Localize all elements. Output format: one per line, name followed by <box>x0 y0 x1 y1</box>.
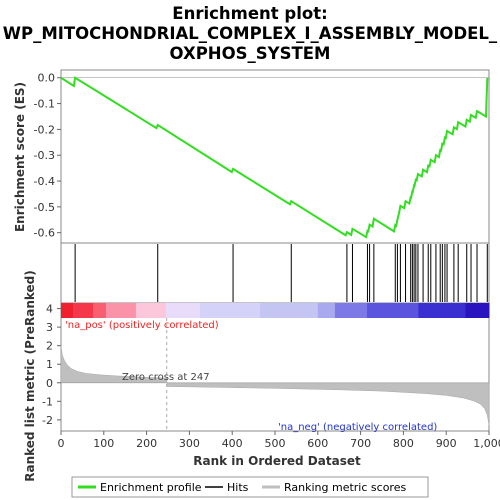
es-tick-label: -0.3 <box>34 149 55 162</box>
metric-axis-label: Ranked list metric (PreRanked) <box>23 270 37 482</box>
chart-title-line-3: OXPHOS_SYSTEM <box>170 44 331 63</box>
ranking-metric-area <box>60 345 490 426</box>
es-tick-label: -0.2 <box>34 123 55 136</box>
x-tick-label: 1,000 <box>473 437 500 450</box>
heatmap-segment <box>93 303 107 318</box>
chart-title-line-2: WP_MITOCHONDRIAL_COMPLEX_I_ASSEMBLY_MODE… <box>3 24 498 43</box>
metric-tick-label: -1 <box>42 395 53 408</box>
metric-tick-label: -2 <box>42 414 53 427</box>
x-tick-label: 0 <box>58 437 65 450</box>
legend-metric-label: Ranking metric scores <box>284 481 406 494</box>
axes-layer: 0.0 -0.1 -0.2 -0.3 -0.4 -0.5 -0.6 4 3 2 1 0 -1 -2 0 100… <box>34 72 500 450</box>
metric-tick-label: 0 <box>46 377 53 390</box>
enrichment-profile-layer <box>60 76 489 239</box>
hits-layer <box>74 244 488 302</box>
positive-correlation-label: 'na_pos' (positively correlated) <box>65 320 219 331</box>
heatmap-segment <box>165 303 201 318</box>
es-tick-label: -0.5 <box>34 201 55 214</box>
legend-hits-label: Hits <box>227 481 249 494</box>
legend-box <box>71 476 429 498</box>
x-tick-label: 200 <box>136 437 157 450</box>
x-tick-label: 800 <box>393 437 414 450</box>
es-tick-label: 0.0 <box>38 72 56 85</box>
heatmap-segment <box>334 303 368 318</box>
es-axis-label: Enrichment score (ES) <box>13 82 27 232</box>
es-panel <box>60 69 490 244</box>
x-tick-label: 700 <box>350 437 371 450</box>
heatmap-segment <box>260 303 319 318</box>
x-tick-label: 100 <box>93 437 114 450</box>
metric-tick-label: 4 <box>46 303 53 316</box>
x-tick-label: 900 <box>436 437 457 450</box>
x-tick-label: 500 <box>265 437 286 450</box>
heatmap-segment <box>317 303 336 318</box>
chart-title-line-1: Enrichment plot: <box>172 4 327 23</box>
heatmap-segment <box>418 303 466 318</box>
legend: Enrichment profile Hits Ranking metric s… <box>71 476 429 498</box>
metric-tick-label: 1 <box>46 358 53 371</box>
heatmap-segment <box>367 303 419 318</box>
es-tick-label: -0.1 <box>34 98 55 111</box>
heatmap-segment <box>465 303 490 318</box>
zero-cross-label: Zero cross at 247 <box>122 372 210 383</box>
heatmap-segment <box>61 303 74 318</box>
metric-tick-label: 2 <box>46 340 53 353</box>
legend-enrichment-label: Enrichment profile <box>100 481 202 494</box>
negative-correlation-label: 'na_neg' (negatively correlated) <box>278 422 437 433</box>
metric-panel <box>60 302 490 432</box>
heatmap-segment <box>135 303 167 318</box>
metric-tick-label: 3 <box>46 321 53 334</box>
x-axis-label: Rank in Ordered Dataset <box>193 454 361 468</box>
heatmap-segment <box>200 303 261 318</box>
x-tick-label: 400 <box>222 437 243 450</box>
heatmap-segment <box>72 303 94 318</box>
es-tick-label: -0.6 <box>34 227 55 240</box>
ranking-metric-layer <box>60 318 490 431</box>
x-tick-label: 600 <box>307 437 328 450</box>
hits-panel <box>60 242 490 304</box>
x-tick-label: 300 <box>179 437 200 450</box>
es-tick-label: -0.4 <box>34 175 55 188</box>
enrichment-profile-line <box>60 76 489 239</box>
ranking-heatmap-strip <box>61 303 490 318</box>
heatmap-segment <box>105 303 137 318</box>
